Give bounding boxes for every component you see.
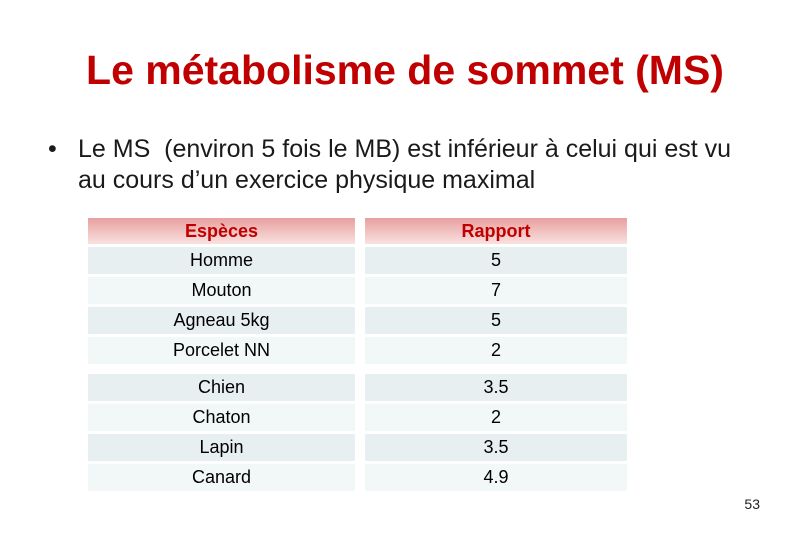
rapport-cell: 3.5 xyxy=(365,374,627,401)
species-cell: Agneau 5kg xyxy=(88,307,355,334)
table-header-row: Espèces Rapport xyxy=(88,218,627,244)
rapport-cell: 2 xyxy=(365,337,627,364)
page-number: 53 xyxy=(744,496,760,512)
rapport-cell: 7 xyxy=(365,277,627,304)
table-row: Mouton 7 xyxy=(88,277,627,304)
rapport-cell: 5 xyxy=(365,247,627,274)
species-ratio-table: Espèces Rapport Homme 5 Mouton 7 Agneau … xyxy=(88,218,627,491)
table-row: Porcelet NN 2 xyxy=(88,337,627,364)
species-cell: Canard xyxy=(88,464,355,491)
bullet-item: • Le MS (environ 5 fois le MB) est infér… xyxy=(45,134,760,196)
bullet-icon: • xyxy=(48,135,57,163)
rapport-cell: 3.5 xyxy=(365,434,627,461)
species-cell: Porcelet NN xyxy=(88,337,355,364)
table-row: Agneau 5kg 5 xyxy=(88,307,627,334)
table-row: Lapin 3.5 xyxy=(88,434,627,461)
slide-title: Le métabolisme de sommet (MS) xyxy=(86,47,724,93)
species-cell: Mouton xyxy=(88,277,355,304)
rapport-cell: 2 xyxy=(365,404,627,431)
column-header-especes: Espèces xyxy=(88,218,355,244)
table-row: Canard 4.9 xyxy=(88,464,627,491)
species-cell: Homme xyxy=(88,247,355,274)
rapport-cell: 5 xyxy=(365,307,627,334)
rapport-cell: 4.9 xyxy=(365,464,627,491)
species-cell: Chien xyxy=(88,374,355,401)
species-cell: Lapin xyxy=(88,434,355,461)
table-row: Chien 3.5 xyxy=(88,374,627,401)
table-row: Chaton 2 xyxy=(88,404,627,431)
species-cell: Chaton xyxy=(88,404,355,431)
column-header-rapport: Rapport xyxy=(365,218,627,244)
bullet-text: Le MS (environ 5 fois le MB) est inférie… xyxy=(78,135,739,194)
table-row: Homme 5 xyxy=(88,247,627,274)
